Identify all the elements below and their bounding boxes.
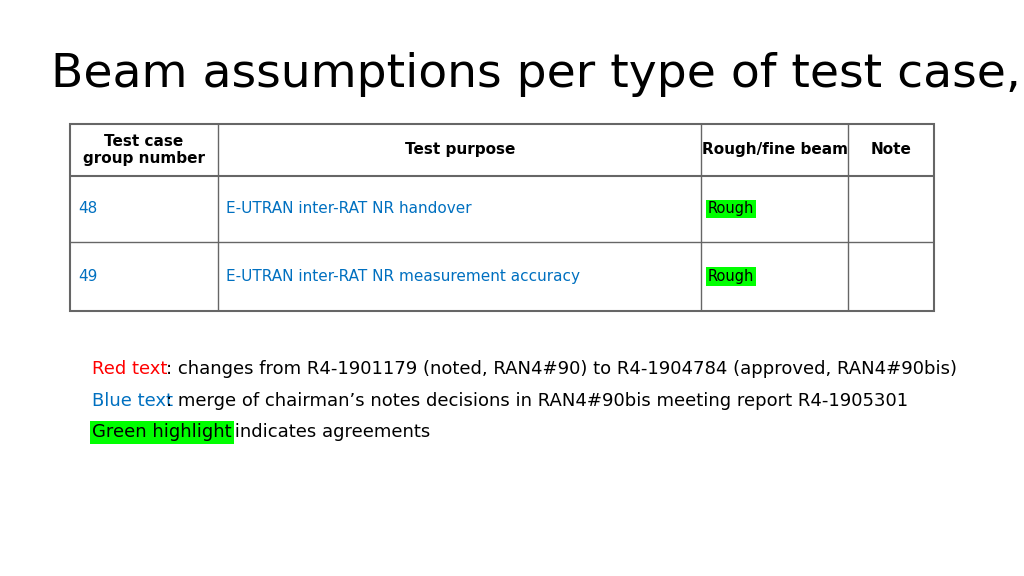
Bar [70,124,934,311]
Text: Red text: Red text [92,360,168,378]
Text: Note: Note [870,142,911,157]
Text: Test case
group number: Test case group number [83,134,205,166]
Text: Rough: Rough [708,201,754,217]
Text: : changes from R4-1901179 (noted, RAN4#90) to R4-1904784 (approved, RAN4#90bis): : changes from R4-1901179 (noted, RAN4#9… [166,360,956,378]
Text: indicates agreements: indicates agreements [229,423,431,441]
Text: Test purpose: Test purpose [404,142,515,157]
Text: Green highlight: Green highlight [92,423,231,441]
Text: 49: 49 [78,269,97,284]
Text: 48: 48 [78,201,97,217]
Text: Blue text: Blue text [92,392,173,410]
Text: Rough: Rough [708,269,754,284]
Text: E-UTRAN inter-RAT NR measurement accuracy: E-UTRAN inter-RAT NR measurement accurac… [226,269,581,284]
Text: : merge of chairman’s notes decisions in RAN4#90bis meeting report R4-1905301: : merge of chairman’s notes decisions in… [166,392,908,410]
Text: Beam assumptions per type of test case, 6 of 6: Beam assumptions per type of test case, … [51,52,1024,97]
Text: Rough/fine beam: Rough/fine beam [701,142,848,157]
Text: E-UTRAN inter-RAT NR handover: E-UTRAN inter-RAT NR handover [226,201,472,217]
